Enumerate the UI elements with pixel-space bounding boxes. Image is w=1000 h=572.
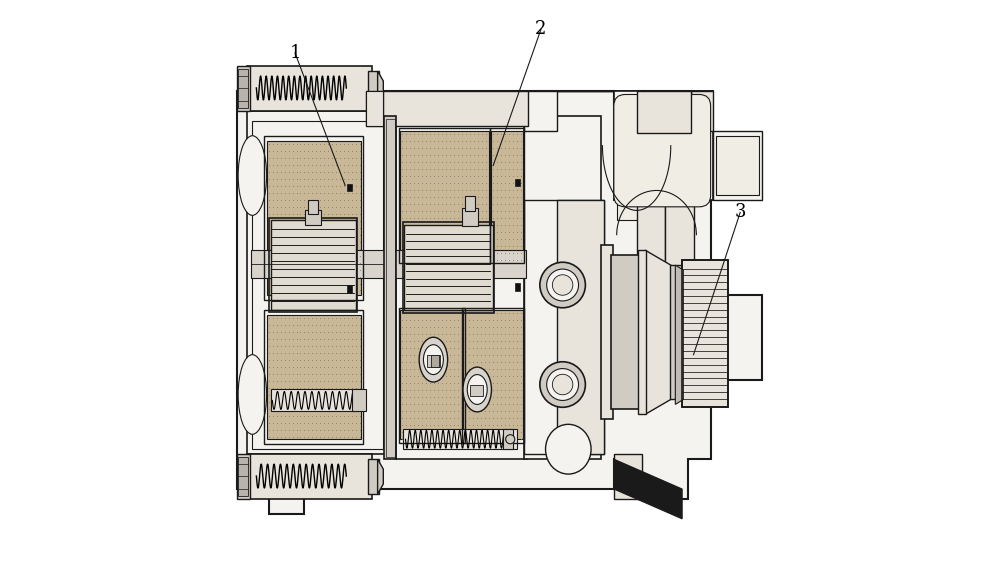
Bar [611, 255, 639, 410]
Bar [271, 390, 359, 411]
Polygon shape [713, 131, 762, 200]
Bar [400, 131, 489, 260]
Bar [251, 250, 387, 278]
Bar [238, 69, 248, 108]
Bar [247, 66, 372, 111]
Bar [238, 457, 248, 496]
Polygon shape [614, 91, 713, 200]
Polygon shape [675, 265, 683, 404]
Text: 3: 3 [734, 204, 746, 221]
Bar [347, 184, 352, 192]
Bar [491, 131, 523, 260]
Bar [463, 310, 523, 439]
Bar [524, 200, 604, 454]
Ellipse shape [238, 136, 267, 215]
Polygon shape [524, 91, 637, 131]
Circle shape [552, 275, 573, 295]
Ellipse shape [423, 345, 443, 375]
Bar [470, 384, 483, 396]
Ellipse shape [546, 424, 591, 474]
Polygon shape [614, 454, 642, 499]
Polygon shape [645, 250, 671, 414]
Bar [404, 225, 493, 310]
Bar [386, 119, 395, 457]
Bar [368, 71, 379, 106]
Text: 1: 1 [289, 44, 301, 62]
Polygon shape [237, 91, 762, 514]
Bar [462, 308, 524, 443]
Ellipse shape [419, 337, 448, 382]
Bar [305, 210, 321, 225]
Circle shape [552, 374, 573, 395]
FancyBboxPatch shape [614, 94, 711, 207]
Bar [237, 454, 250, 499]
Polygon shape [614, 91, 713, 200]
Circle shape [547, 269, 579, 301]
Bar [503, 430, 513, 449]
Bar [269, 219, 357, 312]
Bar [237, 66, 250, 111]
Bar [399, 308, 465, 443]
Bar [670, 265, 684, 399]
Ellipse shape [238, 355, 267, 434]
Polygon shape [378, 71, 383, 106]
Bar [637, 91, 691, 133]
Bar [352, 390, 366, 411]
Bar [462, 208, 478, 227]
Bar [383, 91, 528, 126]
Bar [264, 136, 363, 300]
Bar [368, 459, 379, 494]
Circle shape [540, 362, 585, 407]
Bar [271, 220, 356, 310]
Bar [682, 260, 728, 407]
Bar [384, 116, 396, 459]
Text: 2: 2 [535, 20, 547, 38]
Bar [490, 128, 524, 263]
Bar [267, 315, 361, 439]
Bar [403, 430, 517, 449]
Bar [400, 310, 463, 439]
Ellipse shape [467, 375, 487, 404]
Bar [383, 91, 528, 121]
Bar [399, 128, 490, 263]
Bar [524, 116, 601, 459]
Polygon shape [366, 91, 383, 126]
Bar [557, 200, 604, 454]
Bar [308, 200, 318, 214]
Bar [427, 355, 440, 367]
Bar [665, 131, 694, 340]
Bar [515, 178, 520, 186]
Polygon shape [378, 459, 383, 494]
Polygon shape [614, 459, 682, 519]
Circle shape [540, 262, 585, 308]
Bar [247, 454, 372, 499]
Bar [638, 250, 646, 414]
Polygon shape [431, 355, 439, 367]
Bar [617, 141, 691, 220]
Circle shape [547, 368, 579, 400]
Bar [403, 223, 494, 313]
Bar [716, 136, 759, 196]
Bar [347, 285, 352, 293]
Circle shape [506, 435, 515, 444]
Bar [637, 131, 665, 340]
Bar [264, 310, 363, 444]
Bar [396, 116, 527, 459]
Polygon shape [691, 91, 713, 131]
Bar [601, 245, 613, 419]
Polygon shape [247, 111, 386, 454]
Bar [515, 283, 520, 291]
Bar [267, 141, 361, 295]
Bar [384, 250, 526, 278]
Bar [383, 91, 528, 119]
Ellipse shape [463, 367, 491, 412]
Bar [252, 121, 383, 449]
Bar [366, 91, 386, 126]
Bar [682, 260, 728, 407]
Bar [465, 196, 475, 212]
